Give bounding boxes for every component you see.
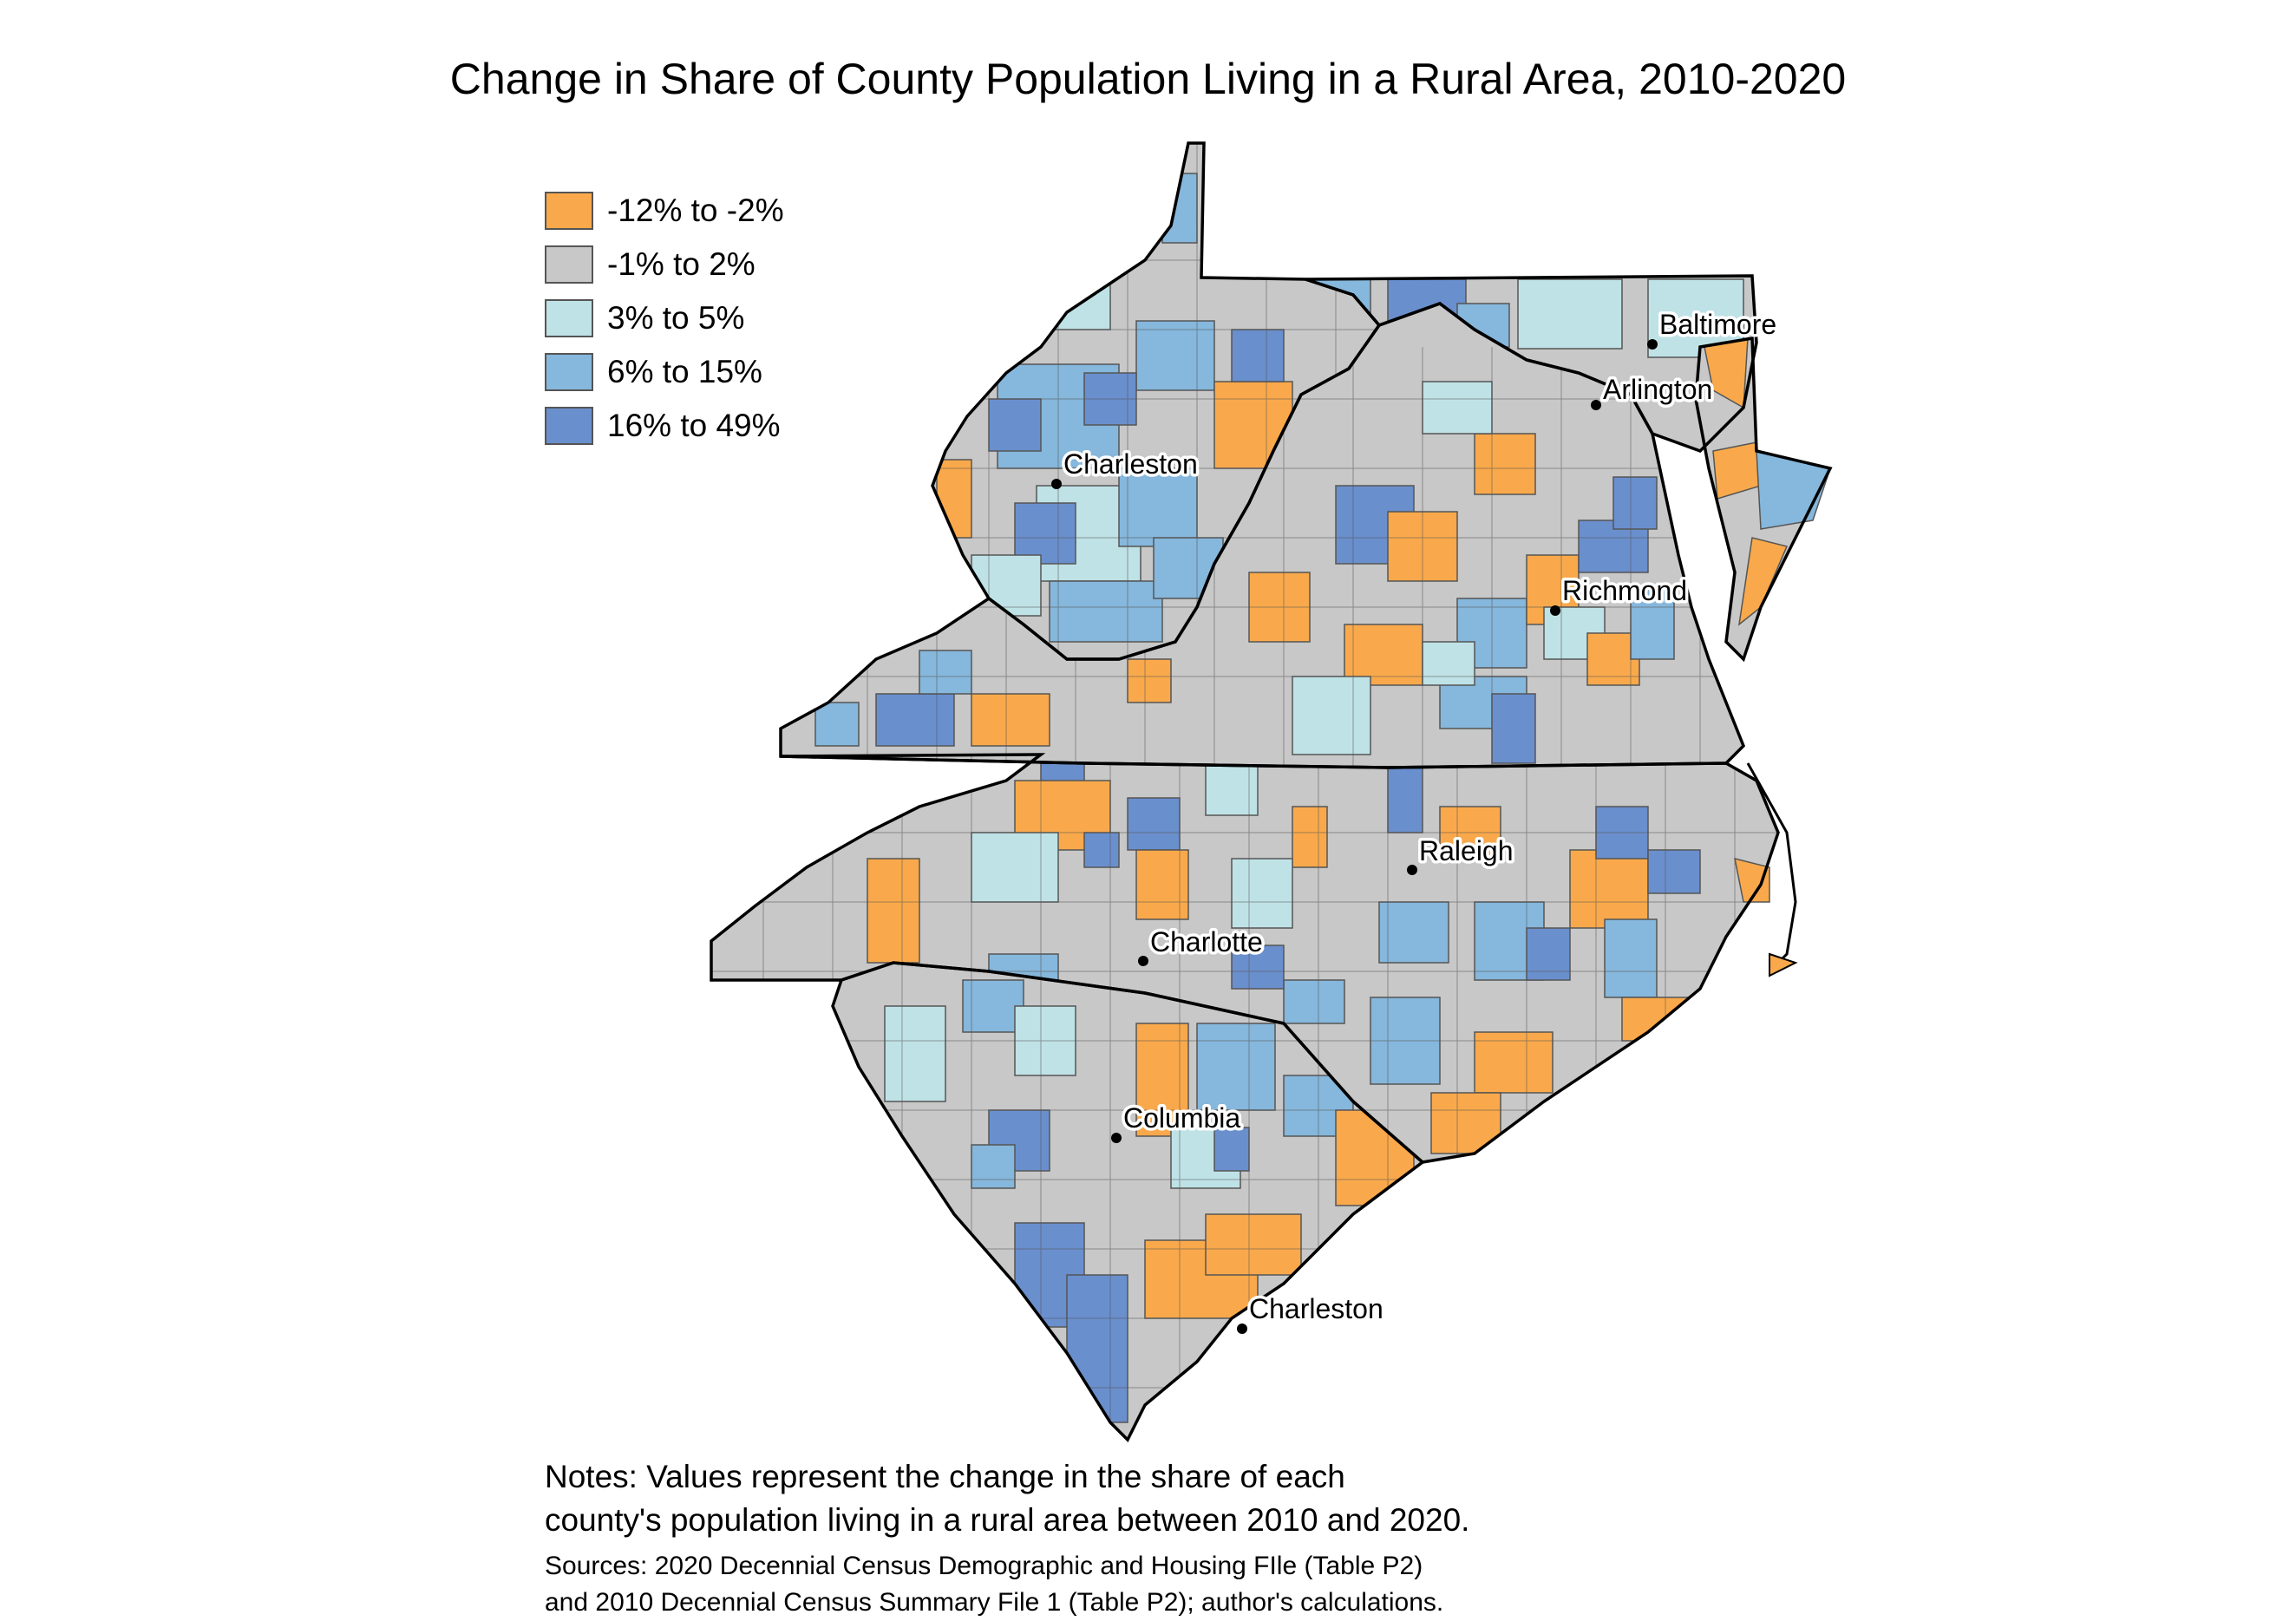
city-label-arlington: Arlington [1603, 374, 1712, 405]
city-label-richmond: Richmond [1562, 575, 1687, 606]
legend-label: 3% to 5% [607, 300, 745, 336]
city-marker-charleston-wv: Charleston [1051, 446, 1200, 489]
city-label-charleston-wv: Charleston [1063, 448, 1198, 480]
legend-swatch [545, 353, 593, 391]
legend-label: 6% to 15% [607, 354, 762, 389]
sources-line: Sources: 2020 Decennial Census Demograph… [545, 1552, 1423, 1580]
notes-line: Notes: Values represent the change in th… [545, 1459, 1345, 1494]
city-marker-charlotte: Charlotte [1138, 924, 1266, 966]
legend-swatch [545, 407, 593, 445]
legend-label: -1% to 2% [607, 246, 756, 282]
city-marker-columbia: Columbia [1111, 1100, 1244, 1143]
notes-text: Notes: Values represent the change in th… [545, 1455, 1469, 1542]
legend-swatch [545, 245, 593, 284]
legend-item: -12% to -2% [545, 184, 784, 238]
state-borders [710, 141, 1833, 1441]
sources-line: and 2010 Decennial Census Summary File 1… [545, 1588, 1444, 1617]
city-marker-charleston-sc: Charleston [1237, 1291, 1386, 1334]
outer-banks-island [1769, 952, 1798, 977]
legend-label: 16% to 49% [607, 408, 781, 443]
city-marker-arlington: Arlington [1591, 371, 1716, 410]
map-legend: -12% to -2% -1% to 2% 3% to 5% 6% to 15%… [545, 184, 784, 453]
legend-item: 6% to 15% [545, 345, 784, 399]
state-delmarva [1695, 337, 1832, 661]
city-label-charleston-sc: Charleston [1249, 1293, 1383, 1324]
city-label-raleigh: Raleigh [1419, 835, 1514, 866]
legend-swatch [545, 299, 593, 337]
notes-line: county's population living in a rural ar… [545, 1502, 1470, 1538]
city-label-baltimore: Baltimore [1659, 309, 1776, 340]
sources-text: Sources: 2020 Decennial Census Demograph… [545, 1548, 1443, 1621]
city-markers: Baltimore Arlington Charleston Richmond … [1051, 306, 1780, 1334]
city-marker-raleigh: Raleigh [1407, 833, 1516, 875]
map-title: Change in Share of County Population Liv… [449, 55, 1847, 103]
legend-item: 16% to 49% [545, 399, 784, 453]
legend-label: -12% to -2% [607, 193, 784, 228]
county-boundaries [711, 143, 1778, 1440]
state-north-carolina [711, 755, 1778, 1162]
city-label-charlotte: Charlotte [1150, 926, 1263, 958]
legend-item: 3% to 5% [545, 291, 784, 345]
legend-item: -1% to 2% [545, 238, 784, 291]
legend-swatch [545, 192, 593, 230]
city-label-columbia: Columbia [1123, 1102, 1240, 1134]
city-marker-baltimore: Baltimore [1647, 306, 1780, 350]
city-marker-richmond: Richmond [1550, 572, 1691, 616]
